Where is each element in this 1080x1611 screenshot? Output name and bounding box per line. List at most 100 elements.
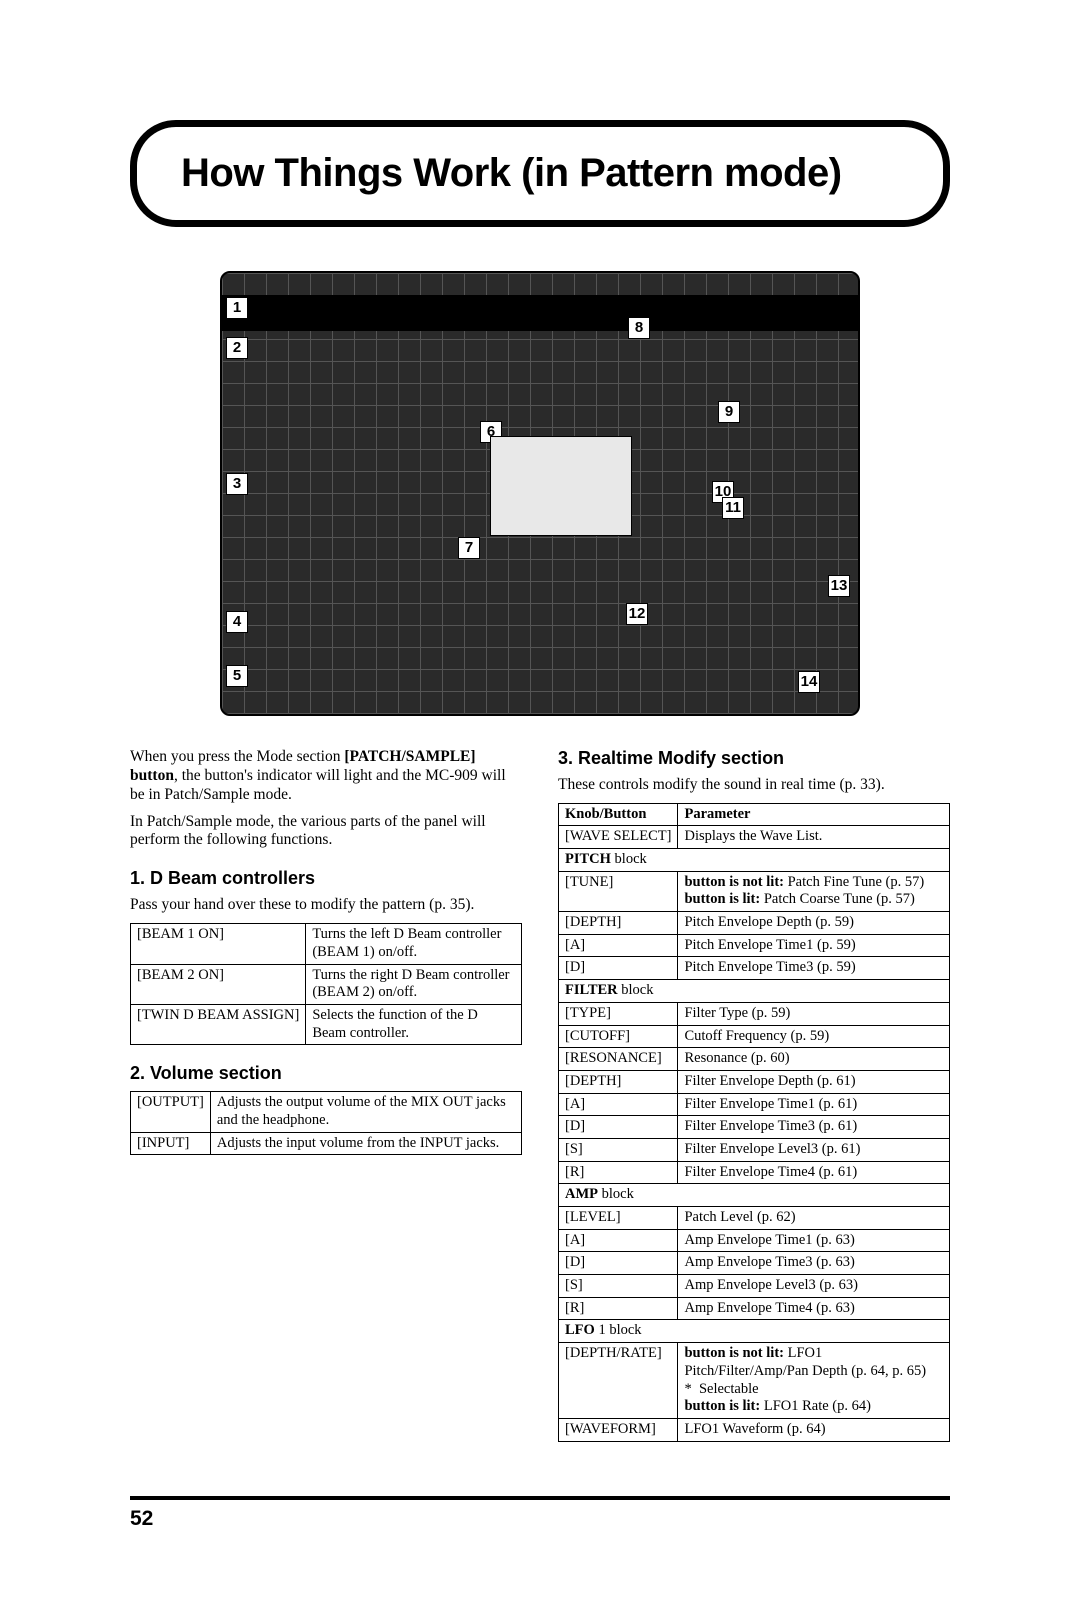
table-row: [S]Filter Envelope Level3 (p. 61) xyxy=(559,1138,950,1161)
param-key: [S] xyxy=(559,1275,678,1298)
table-row: [CUTOFF]Cutoff Frequency (p. 59) xyxy=(559,1025,950,1048)
figure-callout: 13 xyxy=(828,575,850,597)
table-row: [DEPTH/RATE]button is not lit: LFO1 Pitc… xyxy=(559,1343,950,1419)
param-value: Amp Envelope Time3 (p. 63) xyxy=(678,1252,950,1275)
param-key: [WAVE SELECT] xyxy=(559,826,678,849)
param-key: [DEPTH] xyxy=(559,1070,678,1093)
table-row: [R]Filter Envelope Time4 (p. 61) xyxy=(559,1161,950,1184)
param-key: [A] xyxy=(559,1229,678,1252)
table-row: [DEPTH]Pitch Envelope Depth (p. 59) xyxy=(559,912,950,935)
table-row: [R]Amp Envelope Time4 (p. 63) xyxy=(559,1297,950,1320)
table-block-row: FILTER block xyxy=(559,980,950,1003)
section-heading-2: 2. Volume section xyxy=(130,1063,522,1085)
param-key: [CUTOFF] xyxy=(559,1025,678,1048)
figure-callout: 6 xyxy=(480,421,502,443)
table-block-row: LFO 1 block xyxy=(559,1320,950,1343)
block-label: AMP block xyxy=(559,1184,950,1207)
param-value: button is not lit: Patch Fine Tune (p. 5… xyxy=(678,871,950,911)
figure-callout: 14 xyxy=(798,671,820,693)
param-key: [A] xyxy=(559,934,678,957)
left-column: When you press the Mode section [PATCH/S… xyxy=(130,748,522,1452)
param-value: Resonance (p. 60) xyxy=(678,1048,950,1071)
table-header-row: Knob/ButtonParameter xyxy=(559,803,950,826)
table-row: [D]Filter Envelope Time3 (p. 61) xyxy=(559,1116,950,1139)
intro-paragraph-1: When you press the Mode section [PATCH/S… xyxy=(130,748,522,805)
param-key: [RESONANCE] xyxy=(559,1048,678,1071)
param-value: Amp Envelope Time1 (p. 63) xyxy=(678,1229,950,1252)
table-row: [TYPE]Filter Type (p. 59) xyxy=(559,1002,950,1025)
table-row: [S]Amp Envelope Level3 (p. 63) xyxy=(559,1275,950,1298)
table-block-row: AMP block xyxy=(559,1184,950,1207)
table-row: [RESONANCE]Resonance (p. 60) xyxy=(559,1048,950,1071)
param-key: [OUTPUT] xyxy=(131,1092,211,1132)
param-key: [D] xyxy=(559,1116,678,1139)
body-columns: When you press the Mode section [PATCH/S… xyxy=(130,748,950,1452)
figure-callout: 4 xyxy=(226,611,248,633)
param-value: button is not lit: LFO1 Pitch/Filter/Amp… xyxy=(678,1343,950,1419)
param-key: [BEAM 2 ON] xyxy=(131,964,306,1004)
figure-callout: 1 xyxy=(226,297,248,319)
param-value: Pitch Envelope Depth (p. 59) xyxy=(678,912,950,935)
block-label: PITCH block xyxy=(559,849,950,872)
param-value: Patch Level (p. 62) xyxy=(678,1207,950,1230)
page-number: 52 xyxy=(130,1506,950,1532)
table-row: [INPUT]Adjusts the input volume from the… xyxy=(131,1132,522,1155)
param-value: Filter Type (p. 59) xyxy=(678,1002,950,1025)
right-column: 3. Realtime Modify section These control… xyxy=(558,748,950,1452)
param-key: [TYPE] xyxy=(559,1002,678,1025)
param-key: [DEPTH] xyxy=(559,912,678,935)
table-row: [WAVE SELECT]Displays the Wave List. xyxy=(559,826,950,849)
param-key: [A] xyxy=(559,1093,678,1116)
figure-callout: 3 xyxy=(226,473,248,495)
param-value: LFO1 Waveform (p. 64) xyxy=(678,1418,950,1441)
param-key: [R] xyxy=(559,1161,678,1184)
param-key: [S] xyxy=(559,1138,678,1161)
param-key: [DEPTH/RATE] xyxy=(559,1343,678,1419)
param-value: Filter Envelope Time1 (p. 61) xyxy=(678,1093,950,1116)
section-3-lead: These controls modify the sound in real … xyxy=(558,776,950,795)
param-key: [TUNE] xyxy=(559,871,678,911)
figure-callout: 11 xyxy=(722,497,744,519)
param-value: Cutoff Frequency (p. 59) xyxy=(678,1025,950,1048)
param-key: [LEVEL] xyxy=(559,1207,678,1230)
param-value: Pitch Envelope Time1 (p. 59) xyxy=(678,934,950,957)
param-value: Selects the function of the D Beam contr… xyxy=(306,1004,522,1044)
table-header-cell: Parameter xyxy=(678,803,950,826)
param-value: Filter Envelope Time3 (p. 61) xyxy=(678,1116,950,1139)
table-row: [TUNE]button is not lit: Patch Fine Tune… xyxy=(559,871,950,911)
param-value: Turns the right D Beam controller (BEAM … xyxy=(306,964,522,1004)
param-key: [INPUT] xyxy=(131,1132,211,1155)
table-row: [D]Pitch Envelope Time3 (p. 59) xyxy=(559,957,950,980)
figure-callout: 12 xyxy=(626,603,648,625)
param-value: Filter Envelope Level3 (p. 61) xyxy=(678,1138,950,1161)
param-key: [D] xyxy=(559,957,678,980)
table-row: [BEAM 2 ON]Turns the right D Beam contro… xyxy=(131,964,522,1004)
title-container: How Things Work (in Pattern mode) xyxy=(130,120,950,227)
param-value: Amp Envelope Level3 (p. 63) xyxy=(678,1275,950,1298)
table-row: [DEPTH]Filter Envelope Depth (p. 61) xyxy=(559,1070,950,1093)
table-row: [WAVEFORM]LFO1 Waveform (p. 64) xyxy=(559,1418,950,1441)
param-key: [D] xyxy=(559,1252,678,1275)
block-label: LFO 1 block xyxy=(559,1320,950,1343)
section-1-lead: Pass your hand over these to modify the … xyxy=(130,896,522,915)
param-value: Filter Envelope Time4 (p. 61) xyxy=(678,1161,950,1184)
param-value: Turns the left D Beam controller (BEAM 1… xyxy=(306,924,522,964)
intro-paragraph-2: In Patch/Sample mode, the various parts … xyxy=(130,813,522,851)
page-title: How Things Work (in Pattern mode) xyxy=(181,149,899,198)
param-value: Displays the Wave List. xyxy=(678,826,950,849)
param-key: [R] xyxy=(559,1297,678,1320)
section-3-table: Knob/ButtonParameter[WAVE SELECT]Display… xyxy=(558,803,950,1442)
table-row: [BEAM 1 ON]Turns the left D Beam control… xyxy=(131,924,522,964)
table-row: [OUTPUT]Adjusts the output volume of the… xyxy=(131,1092,522,1132)
param-value: Pitch Envelope Time3 (p. 59) xyxy=(678,957,950,980)
param-key: [BEAM 1 ON] xyxy=(131,924,306,964)
table-row: [LEVEL]Patch Level (p. 62) xyxy=(559,1207,950,1230)
figure-callout: 7 xyxy=(458,537,480,559)
table-row: [D]Amp Envelope Time3 (p. 63) xyxy=(559,1252,950,1275)
table-header-cell: Knob/Button xyxy=(559,803,678,826)
section-2-table: [OUTPUT]Adjusts the output volume of the… xyxy=(130,1091,522,1155)
param-value: Adjusts the output volume of the MIX OUT… xyxy=(210,1092,521,1132)
section-heading-1: 1. D Beam controllers xyxy=(130,868,522,890)
param-key: [TWIN D BEAM ASSIGN] xyxy=(131,1004,306,1044)
param-value: Adjusts the input volume from the INPUT … xyxy=(210,1132,521,1155)
